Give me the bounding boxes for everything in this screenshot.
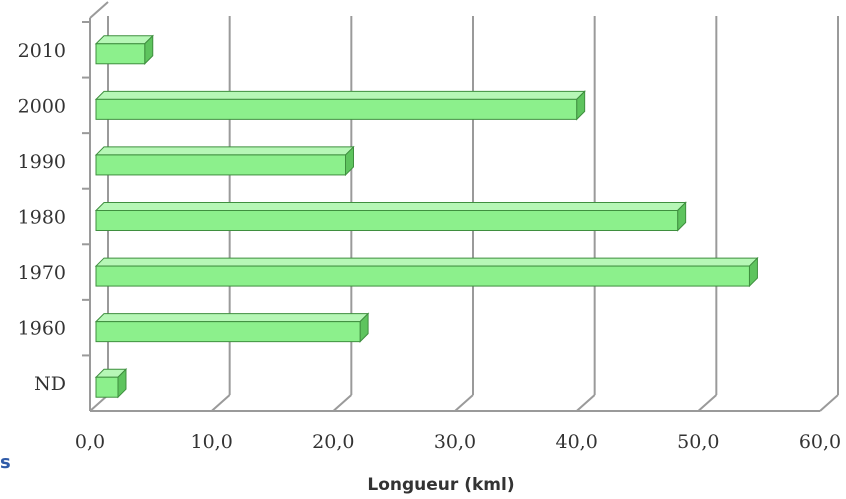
x-tick-label: 30,0 (434, 431, 476, 453)
y-tick-label: 1960 (18, 318, 66, 340)
bar (94, 312, 370, 343)
x-tick-label: 60,0 (799, 431, 841, 453)
x-tick-label: 50,0 (677, 431, 719, 453)
y-tick-label: 1970 (18, 262, 66, 284)
axes (82, 1, 820, 412)
y-tick-labels: 2010 2000 1990 1980 1970 1960 ND (18, 40, 66, 395)
floor-line (819, 394, 839, 412)
bar (94, 90, 586, 121)
floor-line (576, 394, 596, 412)
x-tick-labels: 0,0 10,0 20,0 30,0 40,0 50,0 60,0 (75, 431, 841, 453)
floor-line (454, 394, 474, 412)
x-tick-label: 40,0 (556, 431, 598, 453)
y-tick-label: 2010 (18, 40, 66, 62)
y-tick-label: 1990 (18, 151, 66, 173)
floor-line (332, 394, 352, 412)
bar (94, 256, 759, 288)
floor-line (697, 394, 717, 412)
y-tick-label: 2000 (18, 95, 66, 117)
y-tick-label: 1980 (18, 207, 66, 229)
bars (94, 34, 759, 399)
bar (94, 368, 128, 399)
bar (94, 201, 687, 232)
x-tick-label: 0,0 (75, 431, 105, 453)
x-axis-label: Longueur (kml) (367, 475, 514, 495)
y-axis-depth (89, 1, 109, 19)
floor-line (211, 394, 231, 412)
x-tick-label: 20,0 (312, 431, 354, 453)
bar (94, 145, 355, 177)
bar (94, 34, 154, 65)
x-tick-label: 10,0 (191, 431, 233, 453)
clipped-text-fragment: s (0, 452, 11, 473)
y-tick-label: ND (34, 373, 66, 395)
